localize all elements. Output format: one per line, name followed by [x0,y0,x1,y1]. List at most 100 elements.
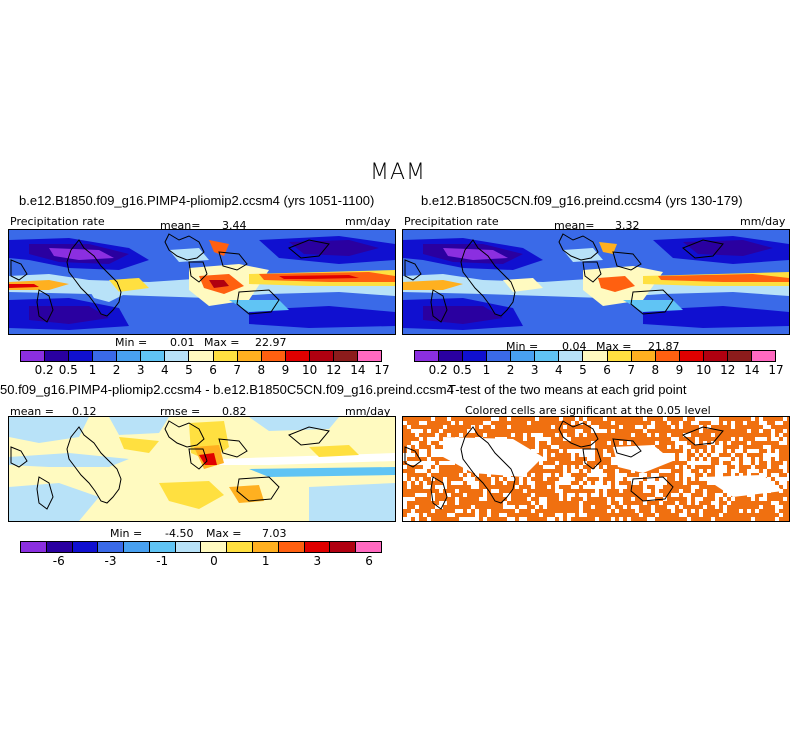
diff-max-value: 7.03 [262,527,287,540]
colorbar-tick-label: 10 [695,363,712,377]
colorbar-swatch [357,351,381,361]
colorbar-swatch [46,542,73,552]
case2-variable-label: Precipitation rate [404,215,499,228]
colorbar-swatch [439,351,464,361]
colorbar-tick-label: 3 [530,363,539,377]
colorbar-swatch [304,542,331,552]
diff-mean-label: mean = [10,405,54,418]
colorbar-swatch [98,542,125,552]
colorbar-tick-label: 5 [185,363,193,377]
colorbar-tick-label: 6 [365,554,373,568]
colorbar-tick-label: 10 [301,363,318,377]
diff-units: mm/day [345,405,391,418]
colorbar-tick-label: -3 [104,554,117,568]
case2-mean-value: 3.32 [615,219,640,232]
case2-max-value: 21.87 [648,340,680,353]
colorbar-swatch [189,351,214,361]
colorbar-tick-label: 9 [675,363,684,377]
case1-min-label: Min = [115,336,148,349]
colorbar-swatch [655,351,680,361]
colorbar-swatch [463,351,488,361]
colorbar-swatch [278,542,305,552]
case2-colorbar [414,350,776,362]
colorbar-swatch [607,351,632,361]
diff-rmse-value: 0.82 [222,405,247,418]
colorbar-tick-label: 0.5 [58,363,78,377]
colorbar-tick-label: 2 [112,363,121,377]
case2-units: mm/day [740,215,786,228]
ttest-title: T-test of the two means at each grid poi… [448,382,687,397]
colorbar-tick-label: 14 [350,363,366,377]
colorbar-tick-label: 6 [209,363,217,377]
colorbar-swatch [93,351,118,361]
colorbar-swatch [124,542,150,552]
colorbar-swatch [415,351,440,361]
colorbar-tick-label: 4 [554,363,563,377]
colorbar-swatch [149,542,176,552]
colorbar-swatch [309,351,334,361]
diff-min-label: Min = [110,527,143,540]
case2-title: b.e12.B1850C5CN.f09_g16.preind.ccsm4 (yr… [421,193,743,208]
diff-title: 50.f09_g16.PIMP4-pliomip2.ccsm4 - b.e12.… [0,382,454,397]
colorbar-swatch [511,351,536,361]
colorbar-swatch [175,542,202,552]
colorbar-tick-label: 6 [603,363,611,377]
colorbar-tick-label: 1 [482,363,491,377]
colorbar-swatch [227,542,254,552]
case1-colorbar [20,350,382,362]
colorbar-swatch [559,351,584,361]
colorbar-tick-label: 12 [720,363,736,377]
colorbar-tick-label: 0.2 [428,363,448,377]
diff-max-label: Max = [206,527,242,540]
colorbar-swatch [237,351,262,361]
colorbar-swatch [117,351,142,361]
colorbar-swatch [583,351,608,361]
colorbar-tick-label: 9 [281,363,290,377]
colorbar-tick-label: 3 [313,554,322,568]
colorbar-swatch [333,351,358,361]
colorbar-swatch [535,351,560,361]
colorbar-tick-label: 17 [768,363,784,377]
colorbar-swatch [141,351,166,361]
colorbar-tick-label: 17 [374,363,390,377]
case2-mean-label: mean= [554,219,595,232]
colorbar-tick-label: 12 [326,363,342,377]
colorbar-tick-label: 0.2 [34,363,54,377]
colorbar-swatch [165,351,190,361]
case2-precip-map [402,229,790,335]
colorbar-swatch [751,351,775,361]
colorbar-swatch [703,351,728,361]
colorbar-swatch [69,351,94,361]
colorbar-swatch [21,351,46,361]
colorbar-tick-label: -1 [156,554,169,568]
colorbar-tick-label: 5 [579,363,587,377]
case1-variable-label: Precipitation rate [10,215,105,228]
colorbar-swatch [487,351,512,361]
case1-mean-label: mean= [160,219,201,232]
colorbar-tick-label: 8 [651,363,660,377]
diff-colorbar [20,541,382,553]
case1-precip-map [8,229,396,335]
figure-title: MAM [369,160,426,185]
colorbar-swatch [253,542,279,552]
colorbar-swatch [261,351,286,361]
case1-max-value: 22.97 [255,336,287,349]
colorbar-tick-label: 8 [257,363,266,377]
case1-mean-value: 3.44 [222,219,247,232]
colorbar-swatch [631,351,656,361]
colorbar-tick-label: 1 [88,363,97,377]
diff-rmse-label: rmse = [160,405,201,418]
colorbar-tick-label: 14 [744,363,760,377]
diff-min-value: -4.50 [165,527,194,540]
colorbar-tick-label: 0.5 [452,363,472,377]
colorbar-swatch [45,351,70,361]
colorbar-swatch [330,542,357,552]
ttest-note: Colored cells are significant at the 0.0… [465,404,711,417]
case1-title: b.e12.B1850.f09_g16.PIMP4-pliomip2.ccsm4… [19,193,375,208]
diff-mean-value: 0.12 [72,405,97,418]
case1-max-label: Max = [204,336,240,349]
colorbar-swatch [679,351,704,361]
colorbar-tick-label: 7 [233,363,242,377]
colorbar-tick-label: 7 [627,363,636,377]
colorbar-tick-label: 2 [506,363,515,377]
